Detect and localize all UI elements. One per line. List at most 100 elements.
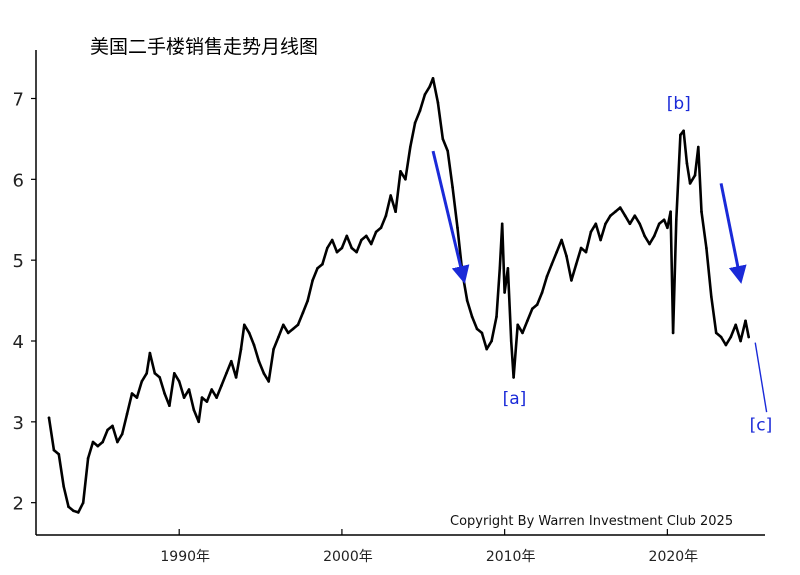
data-point (413, 121, 417, 125)
data-point (52, 448, 56, 452)
data-point (714, 331, 718, 335)
annotation-label: [a] (503, 389, 527, 409)
data-point (465, 299, 469, 302)
y-tick-label: 3 (13, 413, 24, 434)
data-point (140, 380, 144, 383)
data-point (230, 359, 233, 363)
data-point (516, 323, 519, 327)
data-point (267, 380, 271, 383)
data-point (682, 129, 685, 133)
data-point (662, 218, 666, 222)
data-point (675, 218, 678, 222)
data-point (669, 210, 672, 213)
annotations: [a] [b] [c] (503, 94, 773, 436)
copyright-note: Copyright By Warren Investment Club 2025 (450, 514, 733, 529)
data-point (252, 343, 256, 347)
data-point (428, 85, 432, 88)
data-point (247, 331, 251, 335)
data-point (574, 262, 578, 266)
data-point (451, 186, 454, 189)
data-point (540, 291, 544, 294)
data-point (604, 222, 607, 226)
data-point (130, 392, 134, 395)
trend-arrow (431, 150, 470, 284)
data-point (345, 234, 349, 238)
data-point (734, 323, 737, 327)
series-points (47, 77, 750, 514)
data-point (423, 93, 427, 96)
data-point (192, 408, 196, 412)
data-point (306, 299, 310, 302)
data-point (648, 242, 651, 246)
data-point (555, 250, 558, 254)
data-point (257, 359, 261, 363)
data-point (436, 101, 440, 104)
data-point (666, 226, 669, 230)
data-point (262, 372, 266, 375)
data-point (560, 238, 563, 242)
data-point (168, 404, 171, 408)
data-point (584, 250, 588, 254)
data-point (470, 315, 474, 319)
data-point (177, 380, 181, 383)
data-point (277, 335, 280, 339)
data-point (72, 509, 75, 513)
y-tick-label: 2 (13, 494, 24, 515)
data-point (282, 323, 285, 327)
data-point (197, 420, 200, 424)
data-point (719, 335, 723, 339)
data-point (384, 214, 388, 217)
data-point (182, 396, 186, 399)
data-point (710, 295, 713, 298)
series-line (47, 77, 750, 514)
data-point (418, 109, 422, 112)
data-point (77, 511, 80, 514)
data-point (326, 246, 329, 250)
data-point (521, 331, 524, 335)
data-point (360, 238, 363, 242)
data-point (526, 319, 529, 323)
data-point (145, 372, 148, 375)
annotation-label: [c] (750, 416, 773, 436)
data-point (335, 250, 339, 254)
x-tick-label: 2020年 (649, 549, 699, 565)
data-point (623, 214, 627, 217)
data-point (369, 242, 373, 246)
data-point (291, 327, 295, 331)
data-point (599, 238, 602, 242)
data-point (301, 311, 305, 315)
data-point (340, 246, 344, 250)
data-point (565, 254, 568, 258)
x-tick-label: 2010年 (486, 549, 536, 565)
data-point (509, 339, 513, 343)
x-tick-label: 2000年 (323, 549, 373, 565)
data-point (747, 335, 750, 339)
data-point (724, 343, 728, 347)
data-point (409, 145, 412, 149)
data-point (618, 206, 622, 209)
data-point (321, 262, 324, 266)
data-point (594, 222, 598, 226)
data-point (705, 246, 708, 250)
annotation-label: [b] (667, 94, 691, 114)
data-point (239, 347, 243, 351)
x-tick-label: 1990年 (160, 549, 210, 565)
data-point (91, 440, 95, 444)
data-point (500, 222, 504, 226)
data-point (633, 214, 637, 217)
data-point (697, 145, 700, 149)
data-point (570, 279, 573, 282)
data-point (379, 226, 383, 230)
data-point (116, 440, 119, 444)
data-point (225, 372, 228, 375)
data-point (120, 432, 124, 436)
y-tick-label: 6 (13, 170, 24, 191)
data-point (316, 267, 319, 270)
data-point (685, 161, 689, 165)
data-point (47, 416, 51, 420)
data-point (215, 396, 218, 399)
data-point (638, 222, 641, 226)
data-point (355, 250, 358, 254)
data-point (96, 444, 100, 448)
data-point (101, 440, 104, 444)
